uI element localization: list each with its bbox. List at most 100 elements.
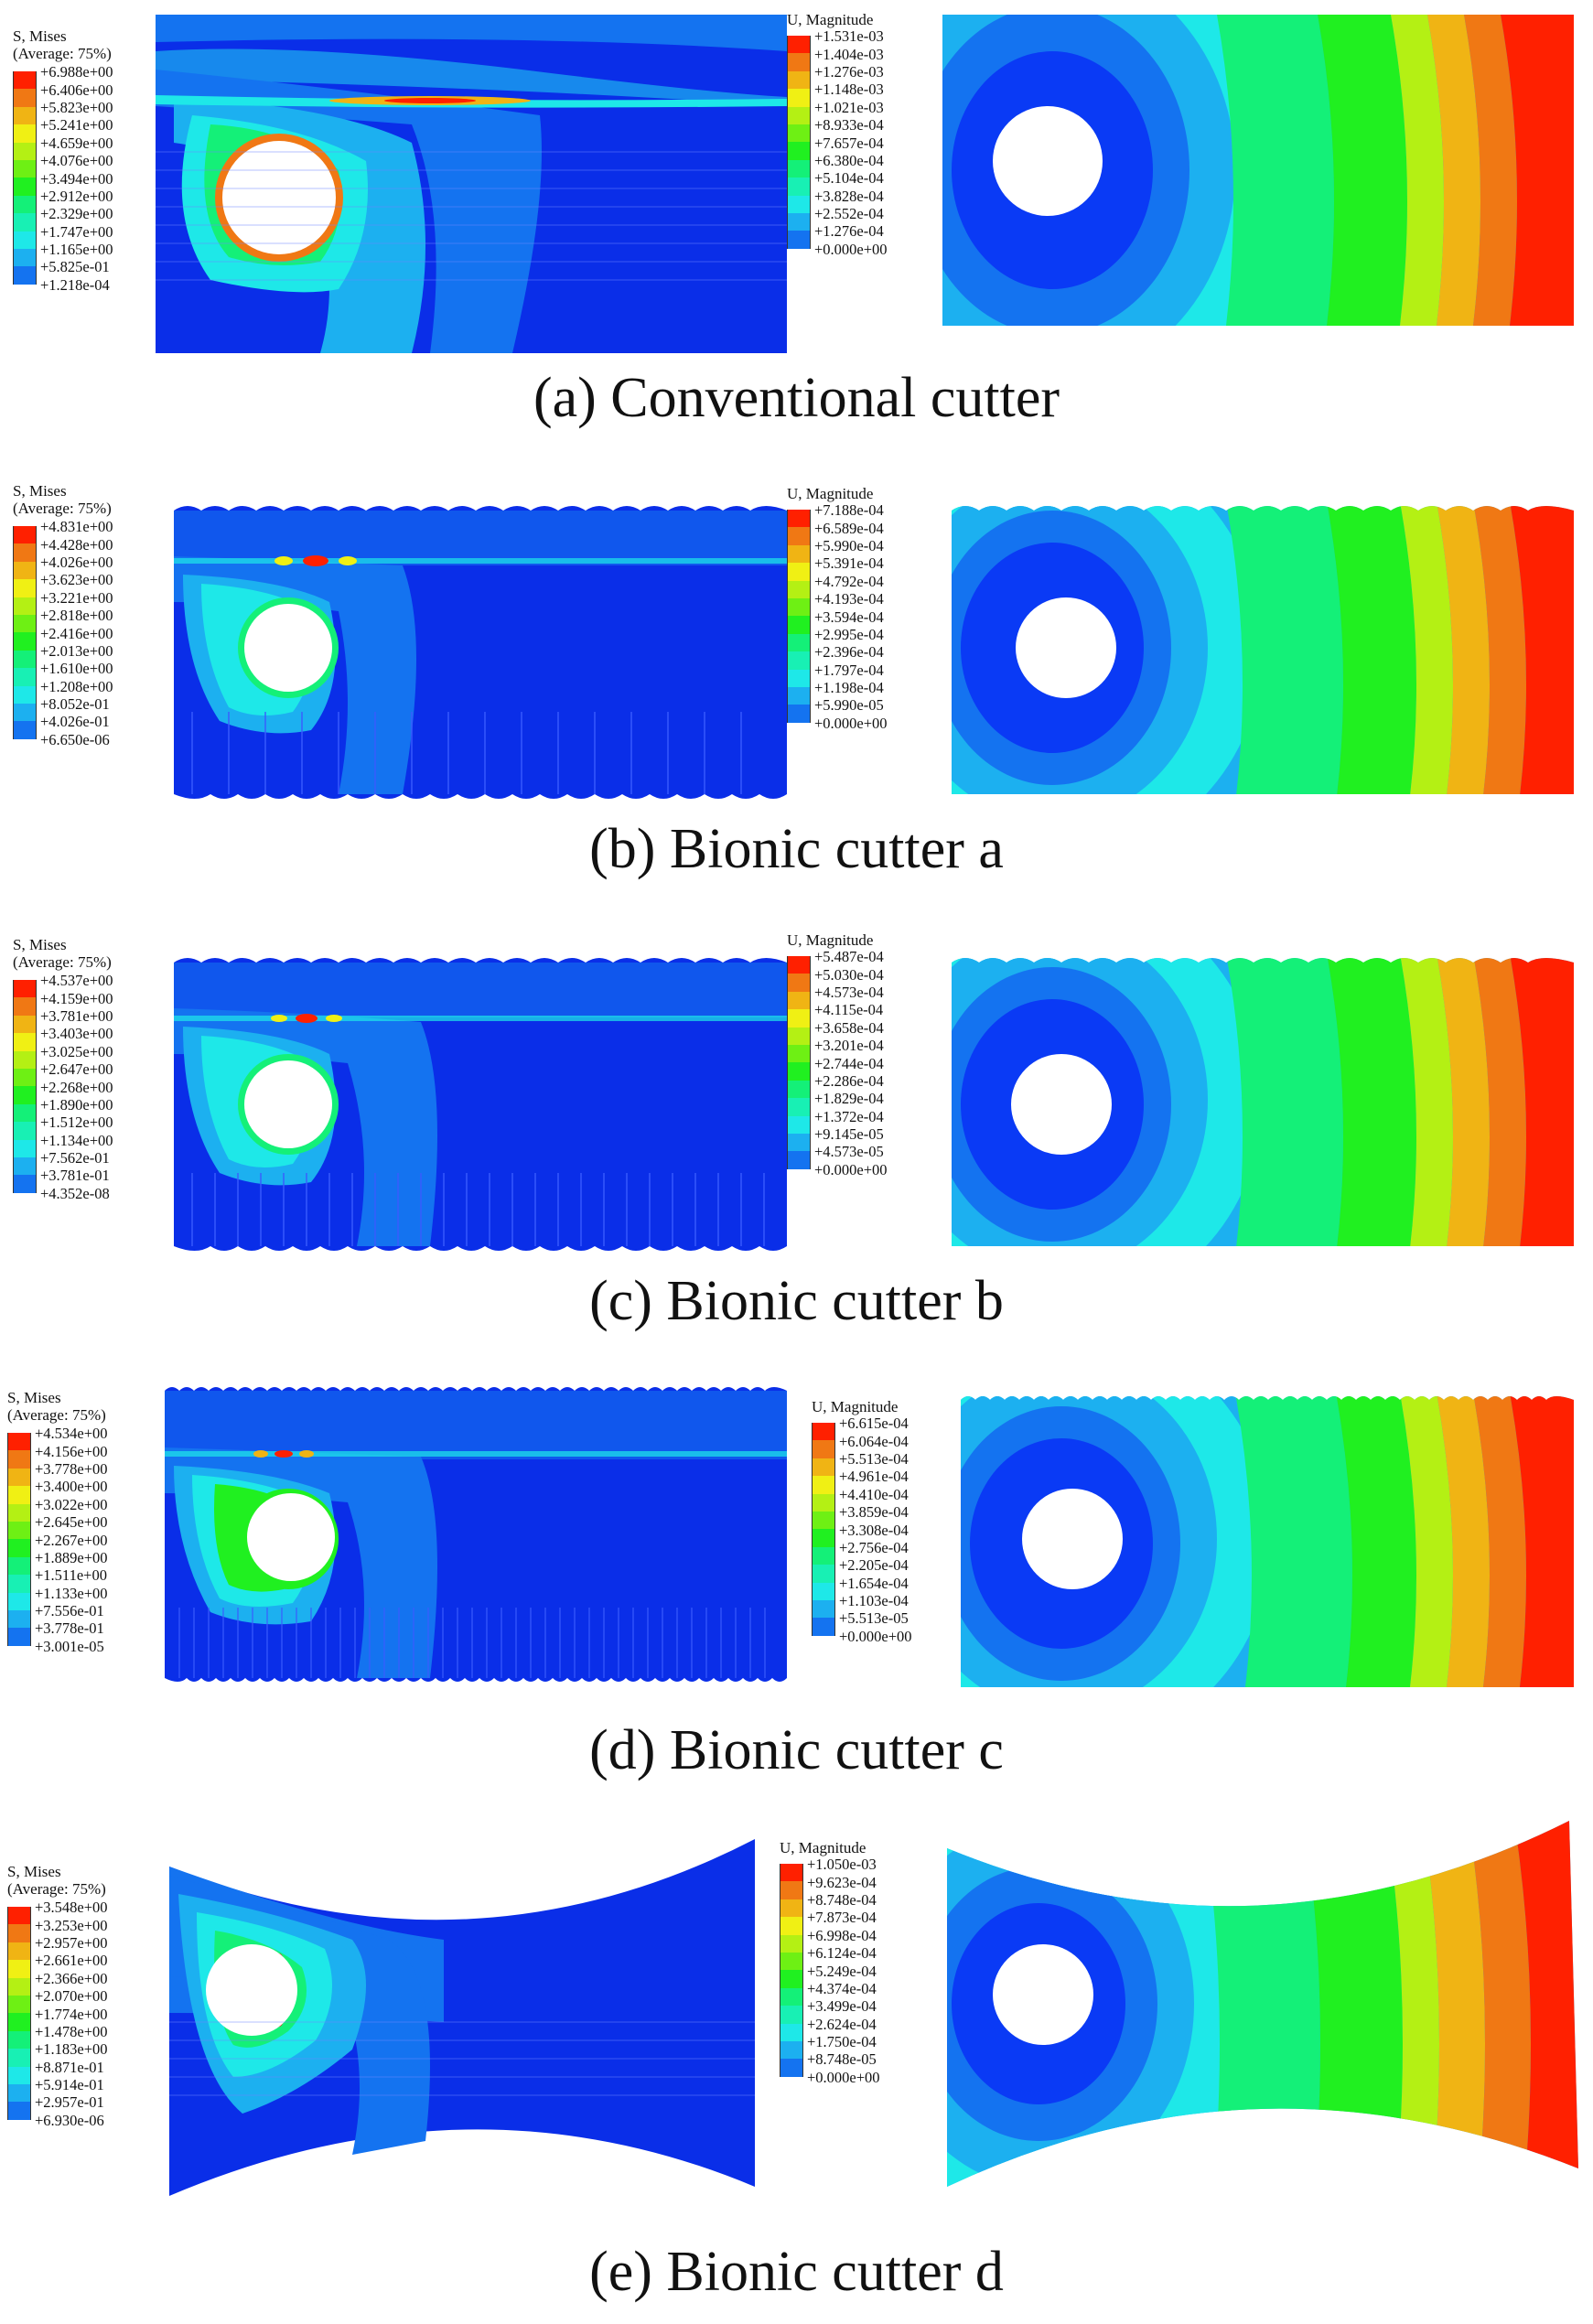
legend-row: +4.428e+00: [13, 536, 113, 562]
legend-swatch: [13, 561, 37, 580]
legend-value: +1.512e+00: [40, 1114, 113, 1132]
legend-row: +4.156e+00: [7, 1443, 108, 1469]
legend-row: +1.889e+00: [7, 1549, 108, 1576]
legend-value: +2.329e+00: [40, 205, 113, 223]
legend-swatch: [787, 106, 811, 124]
legend-value: +1.183e+00: [35, 2040, 108, 2059]
legend-swatch: [13, 1086, 37, 1104]
legend-swatch: [780, 1899, 803, 1918]
legend-swatch: [787, 1098, 811, 1116]
legend-swatch: [7, 1556, 31, 1576]
legend-value: +4.159e+00: [40, 989, 113, 1007]
legend-value: +6.380e-04: [814, 151, 884, 169]
legend-row: +3.201e-04: [787, 1037, 888, 1063]
legend-swatch: [13, 597, 37, 615]
legend-swatch: [13, 685, 37, 704]
legend-value: +3.494e+00: [40, 169, 113, 188]
legend-swatch: [787, 89, 811, 107]
legend-row: +6.930e-06: [7, 2112, 108, 2137]
legend-row: +7.562e-01: [13, 1149, 113, 1176]
legend-row: +4.374e-04: [780, 1980, 880, 2007]
legend-value: +7.657e-04: [814, 134, 884, 152]
legend-row: +4.534e+00: [7, 1425, 108, 1451]
legend-swatch: [787, 956, 811, 974]
legend-row: +3.623e+00: [13, 571, 113, 597]
legend-value: +5.990e-05: [814, 696, 884, 715]
disp-legend-title: U, Magnitude: [787, 485, 874, 502]
legend-value: +8.933e-04: [814, 116, 884, 134]
stress-legend-title: S, Mises: [7, 1389, 61, 1406]
legend-row: +4.573e-05: [787, 1143, 888, 1169]
legend-swatch: [787, 1080, 811, 1099]
legend-value: +3.403e+00: [40, 1025, 113, 1043]
legend-row: +1.218e-04: [13, 276, 113, 302]
legend-value: +0.000e+00: [814, 714, 888, 732]
legend-value: +3.499e-04: [807, 1997, 877, 2016]
legend-value: +6.650e-06: [40, 730, 110, 748]
displacement-contour-e: [947, 1821, 1578, 2187]
legend-swatch: [13, 668, 37, 686]
legend-value: +5.914e-01: [35, 2076, 104, 2094]
legend-value: +8.871e-01: [35, 2058, 104, 2076]
legend-value: +7.556e-01: [35, 1602, 104, 1620]
legend-swatch: [812, 1476, 835, 1494]
legend-value: +2.957e-01: [35, 2093, 104, 2112]
legend-value: +4.961e-04: [839, 1468, 909, 1486]
legend-swatch: [787, 1115, 811, 1134]
legend-value: +5.249e-04: [807, 1962, 877, 1980]
legend-swatch: [13, 1122, 37, 1140]
legend-swatch: [13, 614, 37, 633]
legend-value: +1.889e+00: [35, 1548, 108, 1566]
legend-row: +6.998e-04: [780, 1927, 880, 1953]
legend-value: +7.873e-04: [807, 1909, 877, 1927]
legend-row: +1.165e+00: [13, 241, 113, 267]
legend-value: +8.052e-01: [40, 695, 110, 714]
legend-value: +4.410e-04: [839, 1485, 909, 1503]
legend-value: +9.623e-04: [807, 1873, 877, 1891]
legend-row: +3.781e+00: [13, 1007, 113, 1034]
legend-row: +2.268e+00: [13, 1079, 113, 1104]
legend-value: +3.022e+00: [35, 1495, 108, 1513]
legend-swatch: [13, 1033, 37, 1051]
legend-swatch: [812, 1423, 835, 1441]
legend-swatch: [780, 2084, 803, 2086]
legend-row: +2.756e-04: [812, 1539, 912, 1565]
legend-value: +2.645e+00: [35, 1513, 108, 1532]
stress-legend-title: S, Mises: [7, 1863, 61, 1880]
legend-value: +1.148e-03: [814, 81, 884, 99]
legend-value: +2.744e-04: [814, 1054, 884, 1072]
legend-swatch: [7, 1977, 31, 1996]
legend-row: +2.267e+00: [7, 1532, 108, 1557]
legend-row: +1.050e-03: [780, 1856, 880, 1882]
legend-value: +1.531e-03: [814, 27, 884, 46]
legend-swatch: [812, 1565, 835, 1583]
legend-row: +3.781e-01: [13, 1167, 113, 1193]
legend-value: +5.104e-04: [814, 169, 884, 188]
legend-swatch: [7, 2127, 31, 2129]
stress-legend-a: S, Mises (Average: 75%) +6.988e+00 +6.406…: [13, 27, 113, 302]
stress-legend-subtitle: (Average: 75%): [13, 953, 112, 971]
caption-c: (c) Bionic cutter b: [589, 1270, 1004, 1332]
disp-legend-a: U, Magnitude +1.531e-03 +1.404e-03 +1.276e…: [787, 11, 888, 266]
legend-value: +1.890e+00: [40, 1095, 113, 1114]
legend-row: +4.659e+00: [13, 134, 113, 160]
legend-value: +1.050e-03: [807, 1856, 877, 1874]
legend-row: +3.403e+00: [13, 1025, 113, 1051]
legend-swatch: [812, 1529, 835, 1547]
legend-value: +6.589e-04: [814, 519, 884, 537]
legend-value: +5.990e-04: [814, 536, 884, 554]
legend-row: +2.995e-04: [787, 626, 888, 652]
displacement-contour-d: [961, 1396, 1574, 1687]
legend-value: +1.774e+00: [35, 2005, 108, 2023]
legend-swatch: [787, 178, 811, 196]
legend-row: +1.829e-04: [787, 1090, 888, 1116]
legend-row: +6.064e-04: [812, 1433, 912, 1458]
legend-swatch: [7, 2066, 31, 2084]
legend-swatch: [7, 1468, 31, 1487]
legend-value: +2.552e-04: [814, 205, 884, 223]
disp-legend-title: U, Magnitude: [812, 1398, 899, 1415]
legend-value: +3.859e-04: [839, 1503, 909, 1522]
legend-value: +1.654e-04: [839, 1574, 909, 1592]
legend-swatch: [787, 651, 811, 670]
legend-row: +9.145e-05: [787, 1125, 888, 1152]
